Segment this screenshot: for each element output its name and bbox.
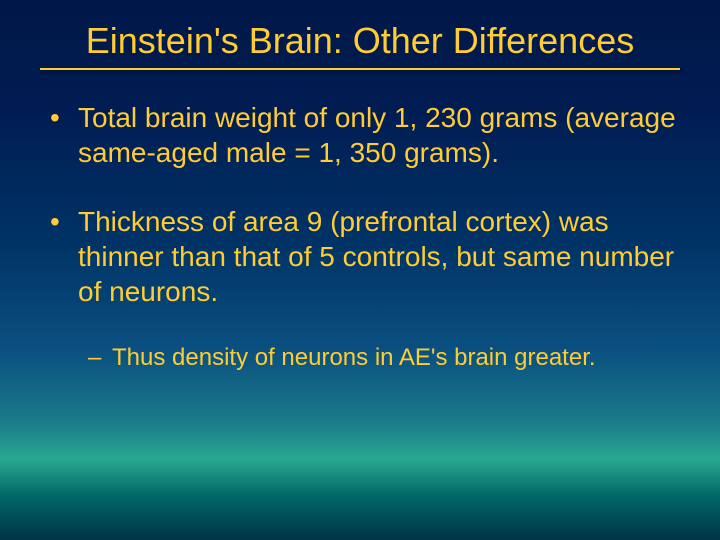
bullet-item: Thickness of area 9 (prefrontal cortex) … — [40, 204, 680, 309]
bullet-sub-item: Thus density of neurons in AE's brain gr… — [40, 343, 680, 373]
slide-body: Total brain weight of only 1, 230 grams … — [0, 70, 720, 373]
slide: Einstein's Brain: Other Differences Tota… — [0, 0, 720, 540]
slide-title: Einstein's Brain: Other Differences — [0, 0, 720, 68]
bullet-item: Total brain weight of only 1, 230 grams … — [40, 100, 680, 170]
